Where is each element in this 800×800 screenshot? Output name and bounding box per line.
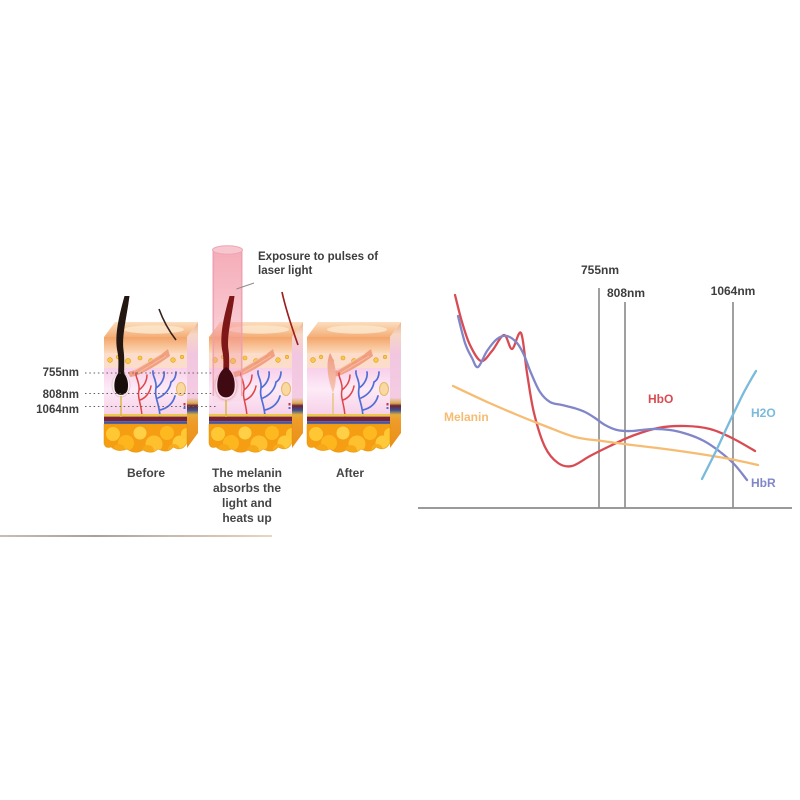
caption-middle-line1: The melanin	[211, 466, 282, 480]
hair-during-heated	[212, 291, 299, 417]
curve-label-HbR: HbR	[751, 476, 776, 490]
marker-label-755nm: 755nm	[580, 263, 620, 277]
curve-Melanin	[451, 384, 760, 467]
exposure-note-line2: laser light	[258, 264, 313, 277]
curve-HbR	[456, 314, 749, 482]
hair-before	[111, 296, 177, 417]
wavelength-dotted-lines	[85, 372, 216, 407]
curve-H2O	[700, 369, 758, 481]
note-pointer-line	[236, 282, 255, 290]
caption-middle-line4: heats up	[222, 511, 272, 525]
curve-label-H2O: H2O	[751, 406, 776, 420]
wavelength-label-755: 755nm	[42, 367, 79, 379]
caption-middle-line3: light and	[222, 496, 272, 510]
curve-label-HbO: HbO	[648, 392, 674, 406]
caption-middle: The melanin absorbs the light and heats …	[202, 466, 292, 526]
divider-line	[0, 535, 272, 537]
caption-middle-line2: absorbs the	[212, 481, 281, 495]
caption-after: After	[335, 466, 364, 480]
marker-label-1064nm: 1064nm	[710, 284, 756, 298]
exposure-note: Exposure to pulses of laser light	[258, 251, 378, 278]
curve-HbO	[453, 293, 757, 468]
curve-label-Melanin: Melanin	[444, 410, 489, 424]
caption-before: Before	[126, 466, 165, 480]
marker-label-808nm: 808nm	[606, 286, 646, 300]
absorption-chart	[418, 288, 792, 509]
follicle-remnant-after	[327, 353, 336, 416]
skin-block-after	[307, 322, 401, 457]
wavelength-label-1064: 1064nm	[36, 404, 79, 416]
exposure-note-line1: Exposure to pulses of	[258, 251, 379, 263]
wavelength-label-808: 808nm	[42, 389, 79, 401]
